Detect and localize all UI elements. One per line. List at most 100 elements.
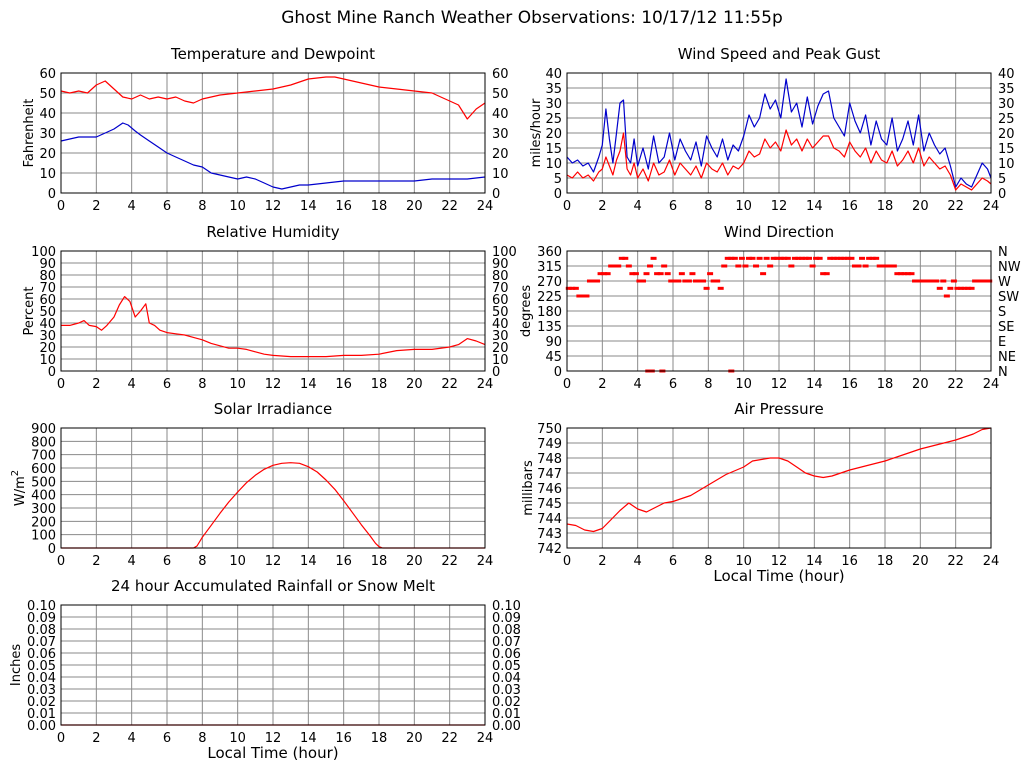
data-point [749, 256, 756, 260]
x-tick-label: 14 [300, 377, 317, 392]
y-right-tick-label: N [998, 245, 1008, 260]
data-point [883, 264, 890, 268]
y-tick-label: 35 [545, 82, 562, 97]
y-right-tick-label: W [998, 275, 1011, 290]
series-line [566, 78, 992, 188]
data-point [873, 256, 880, 260]
y-tick-label: 0.10 [27, 599, 56, 614]
data-point [954, 286, 961, 290]
y-tick-label: 600 [31, 462, 56, 477]
data-point [689, 272, 696, 276]
x-tick-label: 20 [406, 377, 423, 392]
y-tick-label: 0 [48, 187, 56, 202]
data-point [979, 279, 986, 283]
y-tick-label: 0 [48, 542, 56, 557]
x-tick-label: 2 [92, 554, 100, 569]
data-point [947, 286, 954, 290]
y-right-tick-label: 0.04 [492, 671, 521, 686]
x-tick-label: 22 [441, 554, 458, 569]
y-tick-label: 270 [537, 275, 562, 290]
data-point [615, 264, 622, 268]
data-point [862, 264, 869, 268]
data-point [859, 256, 866, 260]
x-tick-label: 20 [912, 377, 929, 392]
y-right-tick-label: 40 [492, 317, 509, 332]
x-tick-label: 0 [57, 731, 65, 746]
y-right-tick-label: N [998, 365, 1008, 380]
y-right-tick-label: NW [998, 260, 1021, 275]
data-point [583, 294, 590, 298]
y-tick-label: 745 [537, 497, 562, 512]
x-tick-label: 12 [265, 199, 282, 214]
data-point [915, 279, 922, 283]
x-tick-label: 16 [335, 199, 352, 214]
x-tick-label: 24 [983, 377, 1000, 392]
y-right-tick-label: 50 [492, 305, 509, 320]
x-tick-label: 12 [265, 377, 282, 392]
data-point [700, 279, 707, 283]
y-tick-label: 744 [537, 512, 562, 527]
x-tick-label: 6 [669, 377, 677, 392]
x-tick-label: 18 [877, 377, 894, 392]
x-tick-label: 8 [198, 199, 206, 214]
x-tick-label: 16 [335, 731, 352, 746]
data-point [901, 272, 908, 276]
x-tick-label: 20 [912, 199, 929, 214]
x-tick-label: 22 [947, 377, 964, 392]
chart-title: Air Pressure [734, 400, 823, 418]
y-right-tick-label: 35 [998, 82, 1015, 97]
data-point [791, 256, 798, 260]
data-point [629, 272, 636, 276]
chart-title: Solar Irradiance [214, 400, 333, 418]
series-line [566, 129, 992, 191]
x-tick-label: 20 [912, 554, 929, 569]
x-tick-label: 2 [598, 377, 606, 392]
y-tick-label: 30 [545, 97, 562, 112]
data-point [597, 272, 604, 276]
data-point [975, 279, 982, 283]
data-point [908, 272, 915, 276]
x-tick-label: 10 [735, 199, 752, 214]
y-axis-label: degrees [519, 285, 534, 338]
x-tick-label: 10 [229, 554, 246, 569]
y-axis-label: millibars [521, 460, 536, 516]
data-point [795, 256, 802, 260]
y-tick-label: 748 [537, 452, 562, 467]
series-line [61, 296, 486, 358]
data-point [940, 279, 947, 283]
x-tick-label: 0 [57, 554, 65, 569]
data-point [692, 279, 699, 283]
data-point [781, 256, 788, 260]
data-point [986, 279, 993, 283]
page-title: Ghost Mine Ranch Weather Observations: 1… [281, 8, 782, 28]
data-point [745, 256, 752, 260]
x-tick-label: 16 [841, 199, 858, 214]
x-tick-label: 22 [441, 731, 458, 746]
data-point [972, 279, 979, 283]
data-point [784, 256, 791, 260]
grid-lines [60, 427, 486, 549]
x-axis-label: Local Time (hour) [713, 567, 844, 585]
y-right-tick-label: 0.09 [492, 611, 521, 626]
plot-frame [566, 427, 992, 549]
data-point [968, 286, 975, 290]
x-tick-label: 18 [877, 554, 894, 569]
y-tick-label: 60 [39, 67, 56, 82]
data-point [664, 272, 671, 276]
data-point [753, 264, 760, 268]
data-point [668, 279, 675, 283]
y-right-tick-label: SE [998, 320, 1014, 335]
y-tick-label: 0.01 [27, 707, 56, 722]
y-tick-label: 300 [31, 502, 56, 517]
grid-lines [60, 250, 486, 372]
y-right-tick-label: 25 [998, 112, 1015, 127]
y-tick-label: 90 [545, 335, 562, 350]
y-tick-label: 0.07 [27, 635, 56, 650]
x-tick-label: 6 [669, 554, 677, 569]
x-tick-label: 2 [92, 377, 100, 392]
x-tick-label: 4 [634, 554, 642, 569]
data-point [837, 256, 844, 260]
data-point [678, 272, 685, 276]
